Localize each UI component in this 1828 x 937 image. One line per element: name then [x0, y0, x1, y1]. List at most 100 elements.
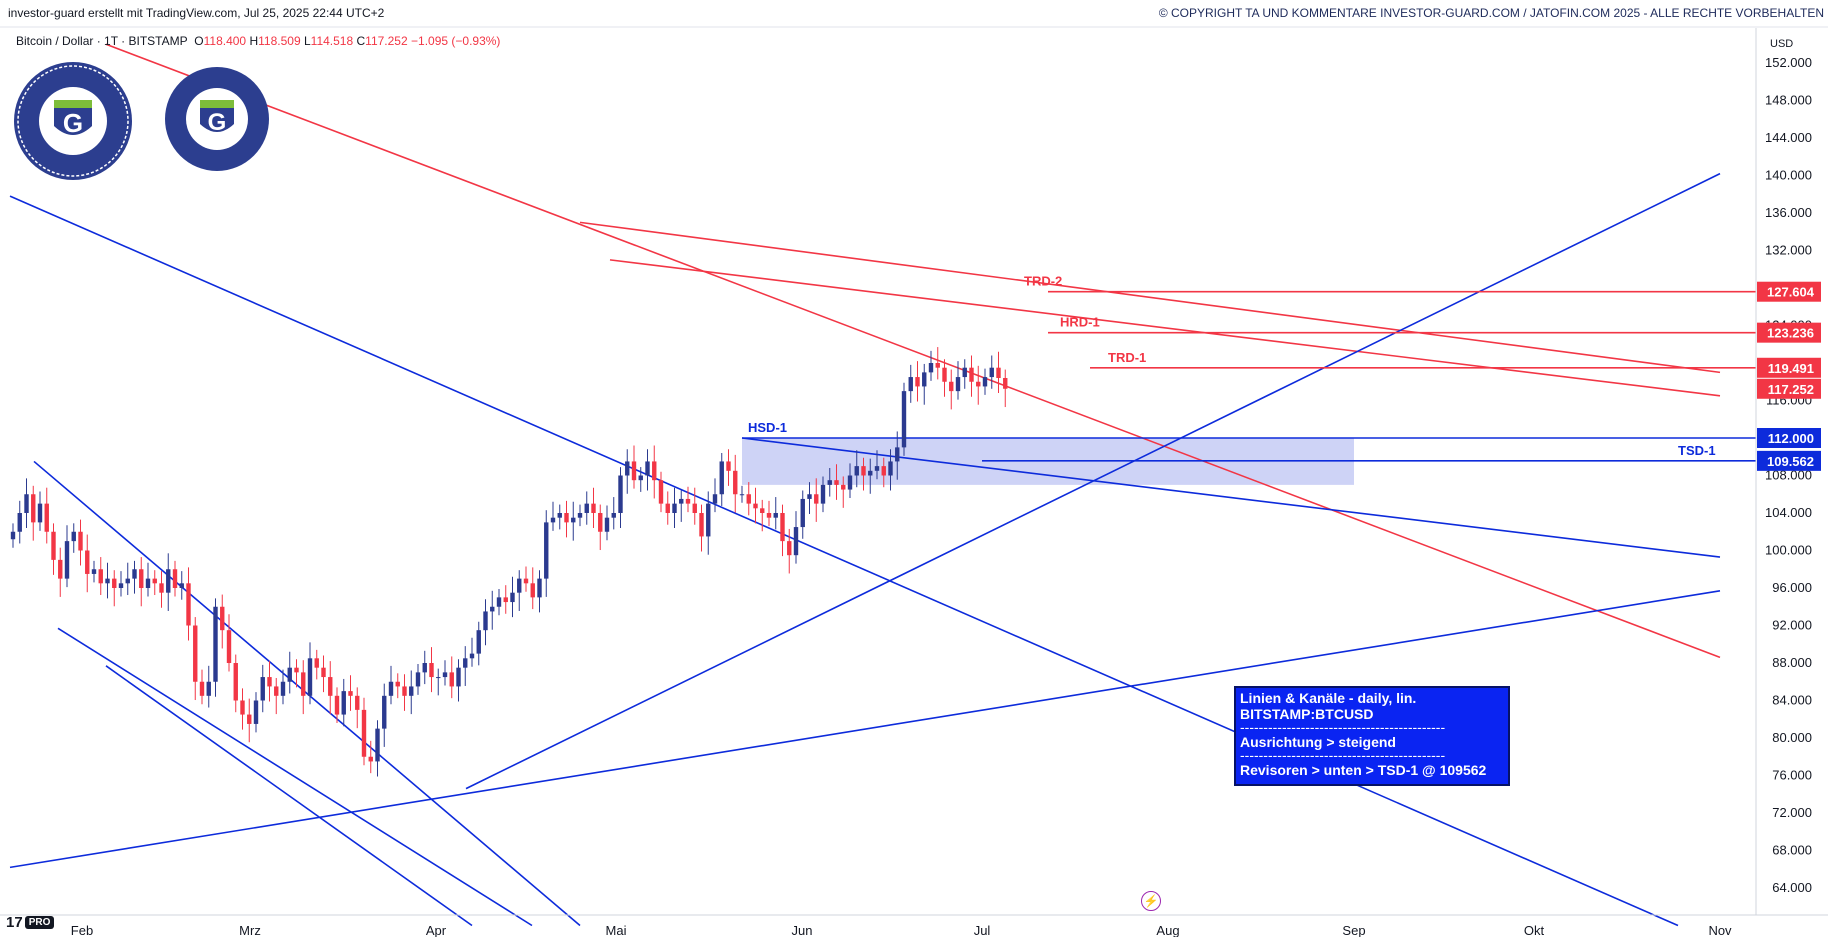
candle-body [334, 695, 340, 715]
candle-body [834, 480, 839, 485]
candle-body [314, 658, 319, 668]
price-tick-label: 132.000 [1765, 243, 1812, 258]
candle-body [186, 583, 191, 626]
candle-body [530, 583, 535, 598]
candle-body [949, 381, 954, 392]
close-label: C [356, 34, 366, 48]
candle-body [206, 681, 211, 696]
price-tick-label: 108.000 [1765, 468, 1812, 483]
price-tag [1757, 281, 1821, 302]
trendline [609, 259, 1721, 397]
candle-body [895, 447, 900, 462]
trendline [57, 627, 533, 927]
price-tag-label: 112.000 [1768, 431, 1814, 446]
candle-body [942, 367, 947, 382]
candle-body [17, 513, 22, 532]
time-tick-label: Aug [1156, 923, 1179, 937]
candle-body [598, 513, 603, 532]
candle-body [847, 475, 853, 490]
candle-body [807, 494, 812, 499]
symbol-legend[interactable]: Bitcoin / Dollar · 1T · BITSTAMP O118.40… [16, 34, 500, 48]
trendline [105, 43, 1721, 659]
time-tick-label: Sep [1342, 923, 1365, 937]
trendline [9, 590, 1721, 869]
price-tick-label: 152.000 [1765, 55, 1812, 70]
candle-body [922, 372, 927, 387]
price-tag [1757, 450, 1821, 471]
candle-body [793, 527, 799, 556]
candle-body [928, 363, 934, 373]
price-tick-label: 104.000 [1765, 505, 1812, 520]
candle-body [240, 700, 245, 715]
candle-body [449, 672, 454, 687]
price-tag-label: 123.236 [1767, 326, 1814, 341]
candle-body [780, 513, 785, 542]
candle-body [199, 681, 205, 696]
high-value: 118.509 [258, 34, 301, 48]
candle-body [98, 569, 103, 584]
candle-body [645, 461, 650, 476]
candle-body [361, 709, 367, 757]
candles [10, 347, 1008, 777]
price-tick-label: 76.000 [1772, 768, 1812, 783]
price-tick-label: 140.000 [1765, 168, 1812, 183]
candle-body [24, 494, 29, 513]
level-name-label: TRD-1 [1108, 350, 1146, 365]
candle-body [260, 677, 265, 701]
candle-body [71, 531, 76, 542]
candle-body [604, 517, 610, 532]
candle-body [348, 691, 353, 696]
close-value: 117.252 [365, 34, 408, 48]
price-tag-label: 119.491 [1768, 361, 1814, 376]
candle-body [172, 569, 178, 588]
candle-body [139, 569, 144, 588]
trendline [579, 221, 1721, 374]
candle-body [874, 466, 880, 471]
copyright-text: © COPYRIGHT TA UND KOMMENTARE INVESTOR-G… [1158, 6, 1824, 20]
candle-body [868, 470, 873, 476]
price-tick-label: 88.000 [1772, 655, 1812, 670]
candle-body [881, 466, 886, 476]
candle-body [429, 663, 434, 678]
candle-body [773, 513, 778, 518]
candle-body [145, 578, 151, 588]
flash-icon[interactable]: ⚡ [1141, 891, 1161, 911]
candle-body [463, 658, 468, 668]
candle-body [274, 686, 279, 696]
level-name-label: TSD-1 [1678, 443, 1716, 458]
info-line-symbol: BITSTAMP:BTCUSD [1240, 706, 1374, 722]
svg-text:G: G [208, 109, 227, 136]
price-tag-label: 127.604 [1767, 285, 1815, 300]
price-tag [1757, 378, 1821, 399]
candle-body [442, 672, 448, 678]
candle-body [591, 503, 596, 513]
candle-body [307, 658, 313, 696]
price-tick-label: 68.000 [1772, 843, 1812, 858]
candle-body [503, 597, 508, 603]
candle-body [476, 630, 481, 654]
candle-body [294, 667, 299, 673]
candle-body [800, 498, 805, 528]
time-tick-label: Jul [974, 923, 991, 937]
author-line: investor-guard erstellt mit TradingView.… [8, 6, 385, 20]
level-name-label: HRD-1 [1060, 315, 1100, 330]
candle-body [490, 606, 495, 612]
candle-body [226, 630, 232, 663]
candle-body [523, 578, 529, 584]
tradingview-logo[interactable]: 17 PRO [6, 914, 55, 931]
candle-body [969, 367, 974, 382]
high-label: H [249, 34, 259, 48]
candle-body [679, 498, 684, 504]
open-value: 118.400 [203, 34, 247, 48]
low-value: 114.518 [310, 34, 354, 48]
candle-body [456, 667, 461, 687]
candle-body [726, 461, 731, 471]
pro-badge: PRO [24, 916, 55, 929]
candle-body [253, 700, 259, 724]
price-tick-label: 96.000 [1772, 580, 1812, 595]
candle-body [733, 470, 738, 495]
price-tick-label: 80.000 [1772, 730, 1812, 745]
candle-body [64, 541, 70, 579]
info-separator: ----------------------------------------… [1240, 750, 1446, 762]
